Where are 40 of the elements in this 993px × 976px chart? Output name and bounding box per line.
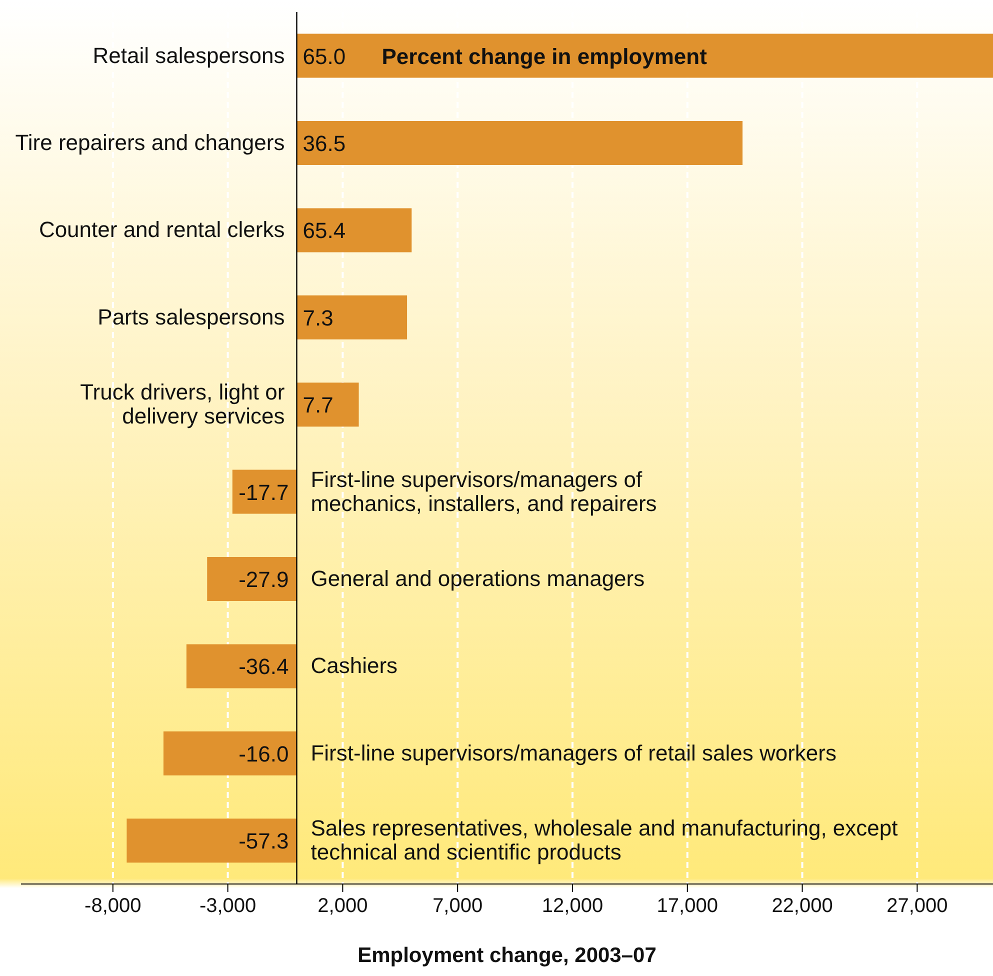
annotation: -36.4 xyxy=(238,654,289,680)
x-tick-label: -3,000 xyxy=(199,895,256,918)
annotation: Percent change in employment xyxy=(382,44,708,69)
bar xyxy=(207,557,297,601)
x-tick-label: 2,000 xyxy=(318,895,368,918)
y-tick-label: Sales representatives, wholesale and manufacturing, except technical and scientific products xyxy=(310,816,898,865)
bar xyxy=(232,470,297,514)
bar xyxy=(296,121,743,165)
bar xyxy=(186,644,297,688)
bar xyxy=(163,731,297,776)
annotation: 65.4 xyxy=(302,218,346,244)
y-tick-label: Cashiers xyxy=(310,653,398,678)
annotation: -27.9 xyxy=(238,567,289,592)
bar xyxy=(296,208,412,252)
annotation: 65.0 xyxy=(302,44,346,69)
y-tick-label: Retail salespersons xyxy=(92,42,285,68)
y-tick-label: First-line supervisors/managers of mechanics, installers, and repairers xyxy=(310,466,657,516)
annotation: 7.7 xyxy=(302,392,334,418)
y-tick-label: Truck drivers, light or delivery services xyxy=(80,380,285,429)
y-tick-label: Parts salespersons xyxy=(98,304,285,330)
y-tick-label: First-line supervisors/managers of retail sales workers xyxy=(310,740,836,766)
y-tick-label: Counter and rental clerks xyxy=(38,217,285,242)
x-tick-label: 22,000 xyxy=(772,895,833,918)
y-tick-label: General and operations managers xyxy=(310,566,645,591)
x-tick-label: 17,000 xyxy=(656,895,718,918)
x-tick-label: 12,000 xyxy=(542,895,604,918)
bar xyxy=(126,818,297,863)
bar xyxy=(296,382,359,427)
x-tick-label: -8,000 xyxy=(84,895,142,918)
x-tick-label: 7,000 xyxy=(432,895,483,918)
annotation: 7.3 xyxy=(302,305,334,330)
annotation: 36.5 xyxy=(302,131,346,156)
bar xyxy=(296,295,408,340)
annotation: -16.0 xyxy=(238,741,289,766)
annotation: -17.7 xyxy=(238,480,289,505)
annotation: -57.3 xyxy=(238,828,289,854)
x-axis-title: Employment change, 2003–07 xyxy=(358,944,656,967)
x-tick-label: 27,000 xyxy=(886,895,948,918)
y-tick-label: Tire repairers and changers xyxy=(15,130,285,155)
bar xyxy=(296,34,993,78)
